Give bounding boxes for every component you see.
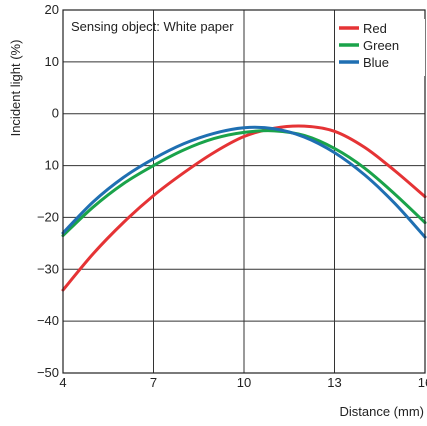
chart-annotation: Sensing object: White paper — [71, 19, 234, 34]
y-axis-label: Incident light (%) — [8, 40, 23, 137]
x-tick-label: 10 — [237, 375, 251, 390]
legend-label-green: Green — [363, 38, 399, 53]
legend-label-blue: Blue — [363, 55, 389, 70]
plot-frame — [62, 9, 426, 374]
y-tick-label: −20 — [37, 209, 59, 224]
legend-label-red: Red — [363, 21, 387, 36]
series-line-red — [61, 124, 427, 292]
tick-labels: 4 7 10 13 16 20 10 0 10 −20 −30 −40 −50 — [37, 2, 427, 390]
y-tick-label: 10 — [45, 54, 59, 69]
x-axis-label: Distance (mm) — [339, 404, 424, 419]
series-line-blue — [61, 125, 427, 239]
legend: Red Green Blue — [335, 19, 425, 76]
y-tick-label: −40 — [37, 313, 59, 328]
y-tick-label: 0 — [52, 106, 59, 121]
series-lines — [61, 124, 427, 292]
y-tick-label: 10 — [45, 158, 59, 173]
y-tick-label: −30 — [37, 261, 59, 276]
x-tick-label: 16 — [418, 375, 427, 390]
series-line-green — [61, 129, 427, 238]
x-tick-label: 13 — [327, 375, 341, 390]
x-tick-label: 7 — [150, 375, 157, 390]
x-tick-label: 4 — [59, 375, 66, 390]
y-tick-label: −50 — [37, 365, 59, 380]
y-tick-label: 20 — [45, 2, 59, 17]
